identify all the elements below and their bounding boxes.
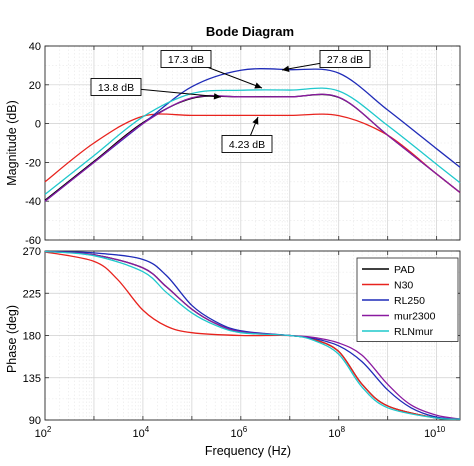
series-line-rlnmur [44,87,461,195]
annotation-arrowhead [282,65,290,72]
y-tick-label: 225 [23,288,41,300]
legend-label: PAD [394,264,415,276]
annotation-box [90,78,142,96]
y-tick-label: 0 [35,119,41,131]
y-tick-label: 180 [23,331,41,343]
y-tick-label: -40 [25,196,41,208]
annotation-arrowhead [254,82,262,89]
y-tick-label: 90 [29,415,41,427]
legend-label: RLNmur [394,326,434,338]
annotation-label: 27.8 dB [327,54,363,66]
y-tick-label: 135 [23,373,41,385]
legend-label: N30 [394,280,413,292]
y-tick-label: -60 [25,235,41,247]
axes-frame [44,45,461,241]
y-tick-label: 270 [23,246,41,258]
annotation-arrowhead [213,93,221,100]
legend-label: mur2300 [394,311,436,323]
y-tick-label: 40 [29,41,41,53]
y-tick-label: 20 [29,80,41,92]
magnitude-ylabel: Magnitude (dB) [5,100,19,185]
legend-label: RL250 [394,295,425,307]
annotation-label: 4.23 dB [229,139,265,151]
annotation-arrowhead [252,117,259,125]
axes-frame [44,250,461,421]
series-line-n30 [44,251,461,421]
annotation-label: 13.8 dB [98,82,134,94]
annotation-box [221,135,273,153]
series-line-mur2300 [44,93,461,202]
chart-title: Bode Diagram [206,24,294,39]
legend: PAD N30 RL250 mur2300 RLNmur [356,257,459,342]
annotation-label: 17.3 dB [168,54,204,66]
series-line-n30 [44,113,461,193]
annotation-box [160,50,212,68]
magnitude-axes: -60 -40 -20 0 20 40 17.3 dB 27.8 dB 13.8 dB 4.23 … [25,41,461,247]
frequency-xlabel: Frequency (Hz) [205,444,291,458]
phase-ylabel: Phase (deg) [5,305,19,373]
annotation-box [319,50,371,68]
series-line-rlnmur [44,250,461,420]
y-tick-label: -20 [25,157,41,169]
